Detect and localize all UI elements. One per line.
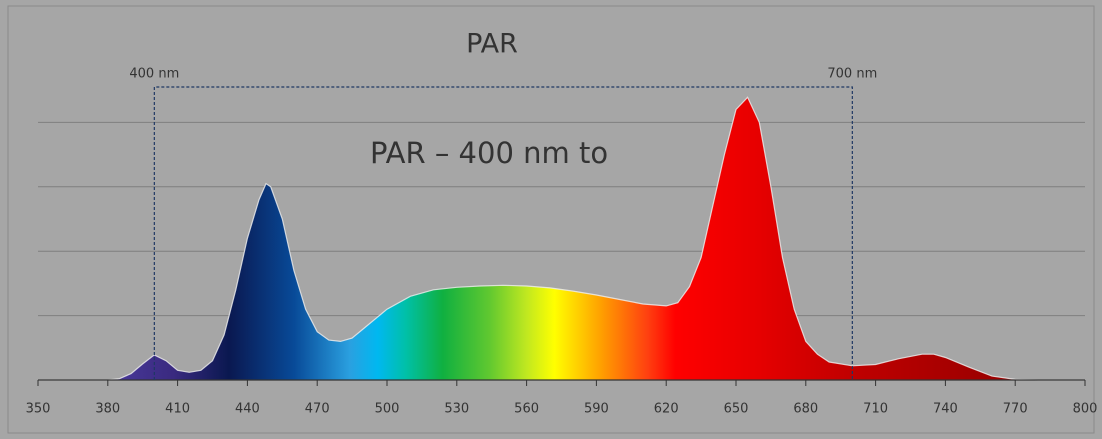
par-start-label: 400 nm xyxy=(129,67,179,82)
par-end-label: 700 nm xyxy=(827,67,877,82)
x-tick-label: 530 xyxy=(444,402,469,417)
spectrum-line xyxy=(38,96,1085,381)
x-tick-label: 380 xyxy=(95,402,120,417)
x-tick-label: 560 xyxy=(514,402,539,417)
x-tick-label: 500 xyxy=(375,402,400,417)
x-tick-label: 350 xyxy=(26,402,51,417)
x-tick-label: 710 xyxy=(863,402,888,417)
x-tick-label: 650 xyxy=(724,402,749,417)
x-tick-label: 770 xyxy=(1003,402,1028,417)
chart-title: PAR xyxy=(466,29,518,60)
par-range-box xyxy=(153,86,853,380)
x-tick-label: 470 xyxy=(305,402,330,417)
spectrum-area xyxy=(38,97,1085,381)
x-tick-label: 440 xyxy=(235,402,260,417)
x-tick-label: 620 xyxy=(654,402,679,417)
plot-frame xyxy=(7,5,1095,434)
x-tick-label: 740 xyxy=(933,402,958,417)
annotation: PAR – 400 nm to xyxy=(370,136,608,170)
x-tick-label: 800 xyxy=(1073,402,1098,417)
x-tick-label: 680 xyxy=(793,402,818,417)
x-tick-label: 590 xyxy=(584,402,609,417)
x-tick-label: 410 xyxy=(165,402,190,417)
